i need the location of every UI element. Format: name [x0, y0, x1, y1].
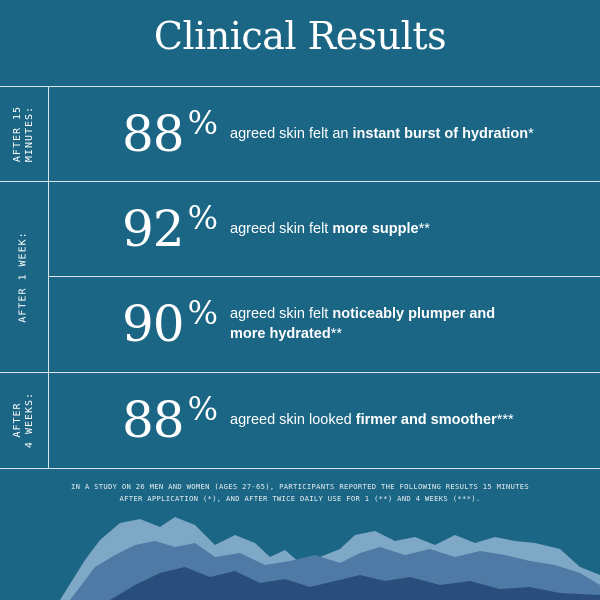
stat-row: 90% agreed skin felt noticeably plumper …	[48, 276, 600, 372]
stat-percent: 92%	[121, 198, 218, 258]
stat-description: agreed skin felt an instant burst of hyd…	[230, 125, 534, 142]
divider	[0, 468, 600, 469]
stat-description: agreed skin felt more supple**	[230, 220, 430, 237]
stat-percent: 88%	[121, 390, 218, 449]
results-table: AFTER 15 MINUTES: AFTER 1 WEEK: AFTER 4 …	[0, 86, 600, 469]
divider	[0, 86, 600, 87]
mountain-illustration	[60, 517, 600, 600]
column-divider	[48, 86, 49, 469]
stat-percent: 90%	[121, 294, 218, 353]
page-title: Clinical Results	[153, 14, 447, 58]
mountain-front	[110, 567, 600, 600]
stat-row: 88% agreed skin looked firmer and smooth…	[48, 372, 600, 468]
period-label-4-weeks: AFTER 4 WEEKS:	[12, 391, 36, 449]
stat-row: 88% agreed skin felt an instant burst of…	[48, 86, 600, 181]
stat-percent: 88%	[121, 103, 218, 163]
stat-description: agreed skin felt noticeably plumper and …	[230, 306, 496, 342]
divider	[0, 181, 600, 182]
stat-description: agreed skin looked firmer and smoother**…	[230, 412, 514, 428]
stat-row: 92% agreed skin felt more supple**	[48, 181, 600, 276]
period-label-15-minutes: AFTER 15 MINUTES:	[12, 105, 36, 162]
divider	[0, 372, 600, 373]
divider	[48, 276, 600, 277]
period-label-1-week: AFTER 1 WEEK:	[18, 230, 29, 323]
study-footnote: IN A STUDY ON 26 MEN AND WOMEN (AGES 27-…	[70, 482, 530, 503]
